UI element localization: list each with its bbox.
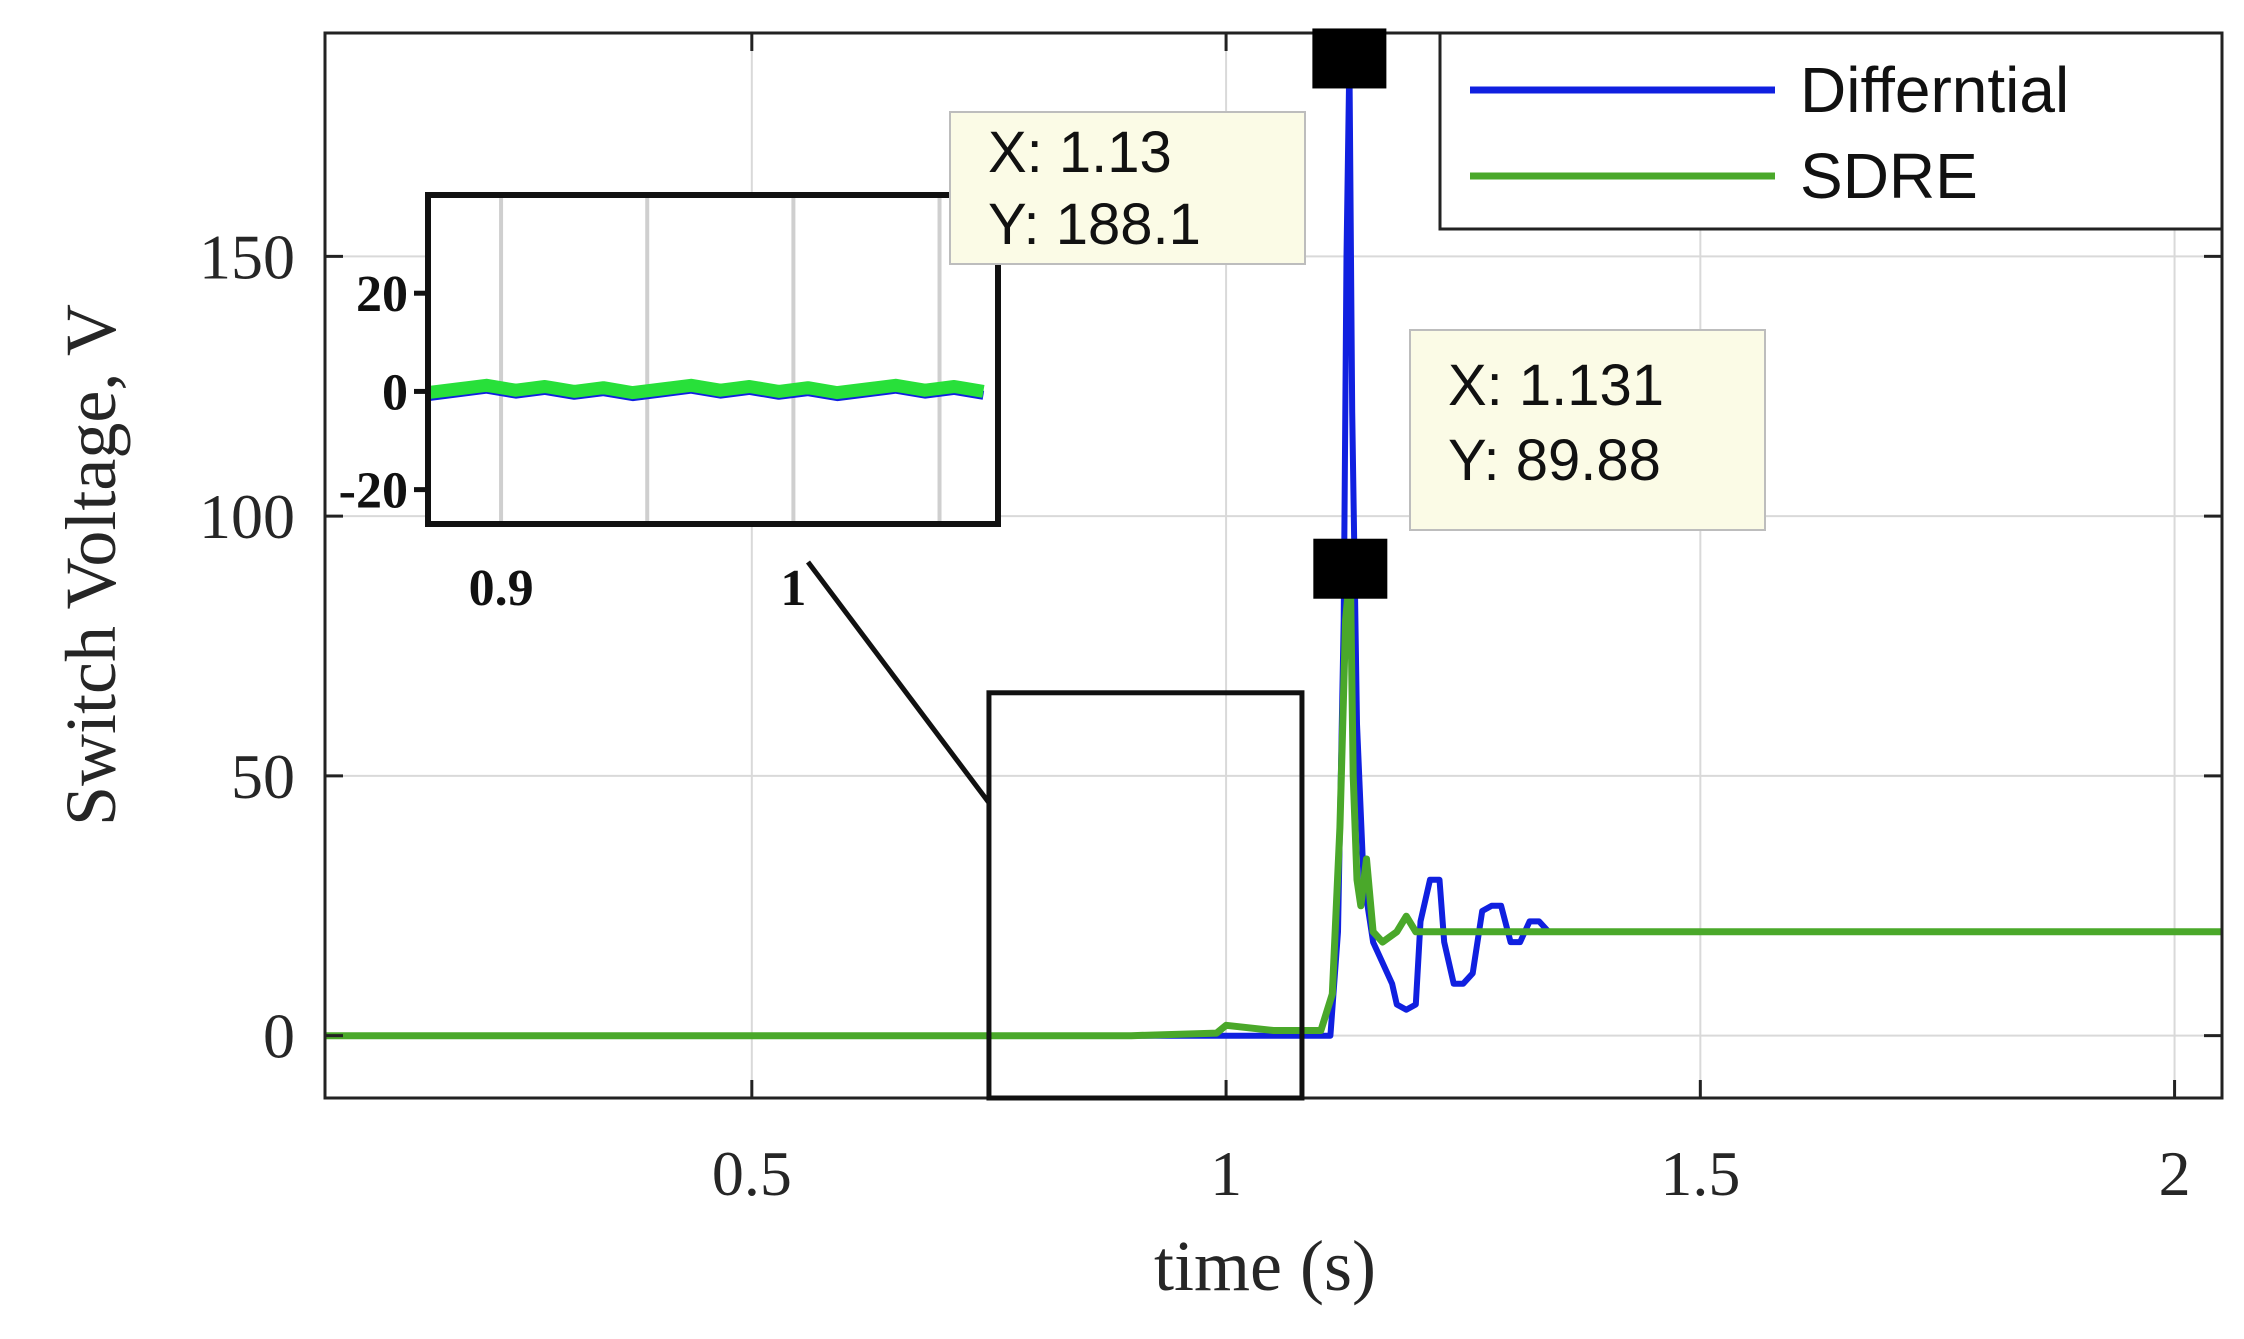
inset-x-tick-label: 0.9: [469, 560, 534, 617]
y-tick-label: 150: [199, 221, 295, 292]
datatip-y: Y: 188.1: [988, 192, 1201, 257]
y-tick-label: 50: [231, 741, 295, 812]
zoom-connector: [806, 560, 991, 805]
inset-y-tick-label: 0: [382, 364, 408, 421]
datatip-x: X: 1.131: [1448, 353, 1664, 418]
zoom-box: [986, 690, 1305, 1101]
x-axis-label: time (s): [1154, 1226, 1376, 1306]
x-tick-label: 1.5: [1660, 1138, 1740, 1209]
legend-label: Differntial: [1800, 54, 2069, 126]
datatip-sdre: X: 1.131 Y: 89.88: [1313, 329, 1766, 599]
inset-series-sdre: [427, 378, 985, 400]
x-tick-label: 1: [1210, 1138, 1242, 1209]
legend-label: SDRE: [1800, 140, 1978, 212]
inset-y-tick-label: -20: [339, 463, 408, 520]
datatip-marker: [1312, 28, 1387, 89]
datatip-differntial: X: 1.13 Y: 188.1: [949, 28, 1387, 265]
inset-background: [428, 195, 998, 524]
legend-box: [1438, 31, 2224, 231]
inset-x-tick-label: 1: [780, 560, 806, 617]
y-axis-label: Switch Voltage, V: [51, 304, 131, 826]
main-series: [325, 55, 2222, 1040]
x-tick-label: 2: [2159, 1138, 2191, 1209]
datatip-y: Y: 89.88: [1448, 428, 1661, 493]
y-tick-label: 100: [199, 481, 295, 552]
datatips: X: 1.13 Y: 188.1 X: 1.131 Y: 89.88: [949, 28, 1766, 599]
zoom-indicator: [806, 560, 1305, 1101]
datatip-box: [1409, 329, 1766, 531]
series-line-sdre: [325, 565, 2222, 1040]
y-tick-label: 0: [263, 1001, 295, 1072]
inset-plot: -20 0 20 0.9 1: [339, 192, 1001, 617]
inset-y-tick-label: 20: [356, 266, 408, 323]
datatip-marker: [1313, 538, 1388, 599]
x-tick-label: 0.5: [712, 1138, 792, 1209]
inset-frame: [425, 192, 1001, 527]
legend: Differntial SDRE: [1438, 31, 2224, 231]
datatip-x: X: 1.13: [988, 120, 1172, 185]
datatip-box: [949, 111, 1306, 265]
